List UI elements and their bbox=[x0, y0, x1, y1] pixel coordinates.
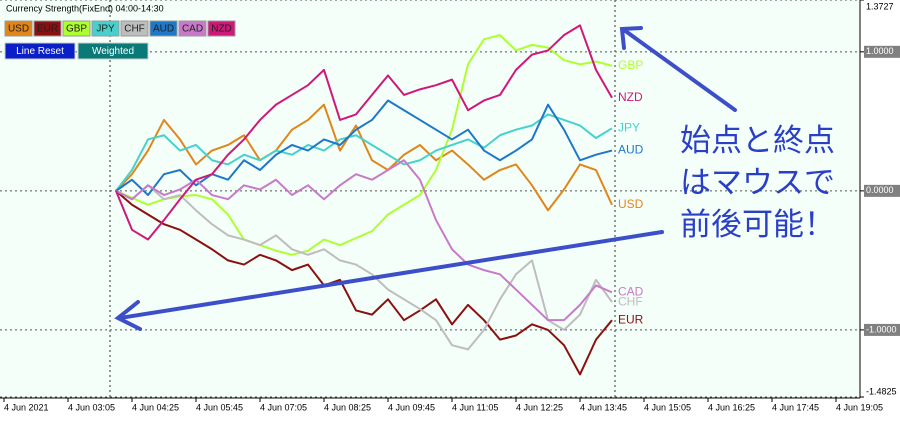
series-line bbox=[115, 24, 613, 241]
y-tick-box bbox=[864, 184, 900, 197]
labels: USD EUR GBP JPY CHF AUD CAD NZD bbox=[618, 58, 644, 326]
x-tick-label: 4 Jun 04:25 bbox=[132, 402, 179, 412]
series-lines bbox=[115, 24, 613, 376]
annotation-text: 前後可能！ bbox=[680, 207, 835, 242]
arrows bbox=[114, 26, 737, 331]
x-tick-label: 4 Jun 16:25 bbox=[708, 402, 755, 412]
x-tick-label: 4 Jun 13:45 bbox=[580, 402, 627, 412]
button[interactable]: Weighted bbox=[77, 42, 149, 60]
y-tick-box bbox=[864, 45, 900, 58]
legend-label: USD bbox=[8, 24, 29, 35]
legend-button[interactable]: CHF bbox=[120, 20, 149, 37]
legend-button[interactable]: NZD bbox=[207, 20, 236, 37]
x-tick-label: 4 Jun 12:25 bbox=[516, 402, 563, 412]
x-tick-label: 4 Jun 15:05 bbox=[644, 402, 691, 412]
x-tick-label: 4 Jun 09:45 bbox=[388, 402, 435, 412]
legend-button[interactable]: USD bbox=[4, 20, 33, 37]
y-tick-box bbox=[864, 323, 900, 336]
plot-area bbox=[0, 0, 860, 398]
y-tick-label: 0.0000 bbox=[866, 185, 894, 195]
legend-swatch bbox=[33, 20, 62, 37]
legend-button[interactable]: AUD bbox=[149, 20, 178, 37]
legend-button[interactable]: GBP bbox=[62, 20, 91, 37]
series-line bbox=[115, 113, 613, 192]
legend-label: GBP bbox=[66, 24, 87, 35]
button-bg bbox=[4, 42, 76, 60]
legend-label: NZD bbox=[211, 24, 232, 35]
series-end-label: GBP bbox=[618, 58, 643, 72]
x-tick-label: 4 Jun 2021 bbox=[4, 402, 49, 412]
x-tick-label: 4 Jun 03:05 bbox=[68, 402, 115, 412]
grid: 1.3727 1.0000 0.0000 -1.0000 -1.4825 4 Jun 20… bbox=[0, 0, 900, 412]
button[interactable]: Line Reset bbox=[4, 42, 76, 60]
x-tick-label: 4 Jun 07:05 bbox=[260, 402, 307, 412]
legend-swatch bbox=[149, 20, 178, 37]
legend-swatch bbox=[120, 20, 149, 37]
legend-button[interactable]: CAD bbox=[178, 20, 207, 37]
series-end-label: JPY bbox=[618, 120, 640, 134]
y-tick-label: -1.4825 bbox=[866, 386, 897, 396]
series-end-label: AUD bbox=[618, 143, 644, 157]
legend-swatch bbox=[207, 20, 236, 37]
legend-swatch bbox=[62, 20, 91, 37]
button-label: Line Reset bbox=[16, 46, 64, 57]
buttons: USD EUR GBP JPY CHF AUD CAD NZD Line Reset Weight… bbox=[4, 20, 236, 60]
button-label: Weighted bbox=[92, 46, 134, 57]
arrow-head bbox=[619, 26, 643, 50]
legend-button[interactable]: JPY bbox=[91, 20, 120, 37]
x-tick-label: 4 Jun 19:05 bbox=[836, 402, 883, 412]
series-line bbox=[115, 34, 613, 256]
legend-label: AUD bbox=[153, 24, 174, 35]
legend-label: CAD bbox=[182, 24, 203, 35]
legend-label: JPY bbox=[96, 24, 115, 35]
legend-button[interactable]: EUR bbox=[33, 20, 62, 37]
annotation-text: 始点と終点 bbox=[680, 123, 835, 158]
series-end-label: USD bbox=[618, 197, 644, 211]
button-bg bbox=[77, 42, 149, 60]
y-tick-label: -1.0000 bbox=[866, 324, 897, 334]
x-tick-label: 4 Jun 08:25 bbox=[324, 402, 371, 412]
series-line bbox=[115, 190, 613, 376]
annotation-text: はマウスで bbox=[680, 165, 835, 200]
legend-label: CHF bbox=[124, 24, 145, 35]
legend-swatch bbox=[178, 20, 207, 37]
series-end-label: CHF bbox=[618, 294, 643, 308]
y-tick-label: 1.0000 bbox=[866, 46, 894, 56]
y-tick-label: 1.3727 bbox=[866, 1, 894, 11]
legend-label: EUR bbox=[37, 24, 58, 35]
arrow bbox=[118, 230, 664, 320]
arrow-head bbox=[114, 300, 142, 331]
x-tick-label: 4 Jun 17:45 bbox=[772, 402, 819, 412]
legend-swatch bbox=[91, 20, 120, 37]
chart-title: Currency Strength(FixEnd) 04:00-14:30 bbox=[6, 3, 164, 13]
series-line bbox=[115, 184, 613, 351]
series-end-label: CAD bbox=[618, 285, 644, 299]
series-end-label: EUR bbox=[618, 312, 644, 326]
arrow bbox=[622, 28, 737, 112]
series-end-label: NZD bbox=[618, 90, 643, 104]
series-line bbox=[115, 159, 613, 322]
series-line bbox=[115, 103, 613, 212]
x-tick-label: 4 Jun 11:05 bbox=[452, 402, 498, 412]
legend-swatch bbox=[4, 20, 33, 37]
x-tick-label: 4 Jun 05:45 bbox=[196, 402, 243, 412]
